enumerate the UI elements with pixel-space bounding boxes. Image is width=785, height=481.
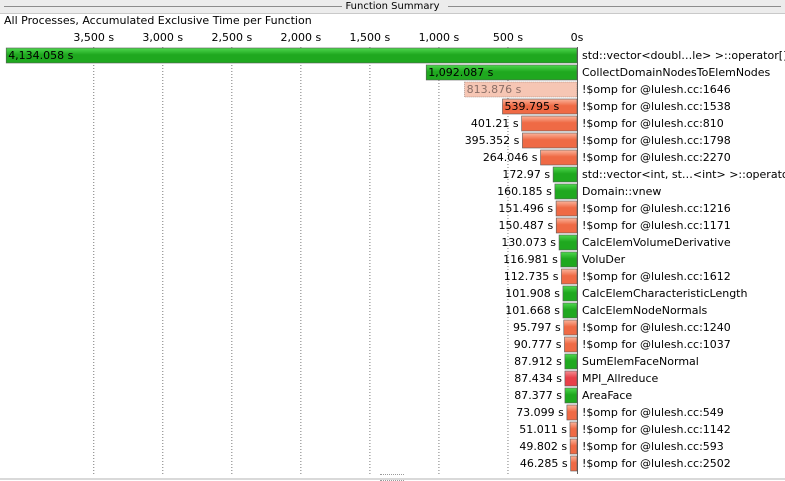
bar[interactable] xyxy=(464,81,578,98)
bar-value-label: 401.21 s xyxy=(471,117,519,130)
bar-value-label: 87.912 s xyxy=(514,355,562,368)
bar[interactable] xyxy=(502,98,578,115)
bar[interactable] xyxy=(564,387,578,404)
function-name-label[interactable]: !$omp for @lulesh.cc:810 xyxy=(582,117,724,130)
function-name-label[interactable]: AreaFace xyxy=(582,389,632,402)
bar-value-label: 1,092.087 s xyxy=(428,66,493,79)
function-name-label[interactable]: MPI_Allreduce xyxy=(582,372,659,385)
function-name-label[interactable]: !$omp for @lulesh.cc:1037 xyxy=(582,338,731,351)
function-name-label[interactable]: !$omp for @lulesh.cc:1171 xyxy=(582,219,731,232)
bar[interactable] xyxy=(564,370,578,387)
x-tick-label: 0s xyxy=(571,31,584,44)
bar-value-label: 130.073 s xyxy=(501,236,556,249)
function-name-label[interactable]: !$omp for @lulesh.cc:2502 xyxy=(582,457,731,470)
function-name-label[interactable]: CalcElemNodeNormals xyxy=(582,304,708,317)
bar[interactable] xyxy=(561,268,578,285)
bar-value-label: 264.046 s xyxy=(483,151,538,164)
function-name-label[interactable]: CollectDomainNodesToElemNodes xyxy=(582,66,771,79)
panel-title: Function Summary xyxy=(342,1,443,12)
bar[interactable] xyxy=(569,421,578,438)
bar-value-label: 73.099 s xyxy=(516,406,564,419)
bar[interactable] xyxy=(555,200,578,217)
bar-value-label: 101.908 s xyxy=(505,287,560,300)
bar[interactable] xyxy=(425,64,578,81)
function-name-label[interactable]: !$omp for @lulesh.cc:1612 xyxy=(582,270,731,283)
function-name-label[interactable]: !$omp for @lulesh.cc:2270 xyxy=(582,151,731,164)
bar[interactable] xyxy=(563,319,578,336)
bar-value-label: 395.352 s xyxy=(465,134,520,147)
bar-value-label: 160.185 s xyxy=(497,185,552,198)
function-name-label[interactable]: CalcElemCharacteristicLength xyxy=(582,287,747,300)
bar-value-label: 87.377 s xyxy=(514,389,562,402)
panel-header: Function Summary xyxy=(0,0,785,14)
bar[interactable] xyxy=(566,404,578,421)
function-name-label[interactable]: std::vector<int, st…<int> >::operator[] xyxy=(582,168,785,181)
bar-value-label: 151.496 s xyxy=(498,202,553,215)
x-tick-label: 1,000 s xyxy=(419,31,460,44)
bar-value-label: 49.802 s xyxy=(519,440,567,453)
x-tick-label: 2,500 s xyxy=(211,31,252,44)
bar[interactable] xyxy=(558,234,578,251)
bar[interactable] xyxy=(562,302,578,319)
function-name-label[interactable]: !$omp for @lulesh.cc:1646 xyxy=(582,83,731,96)
bar-value-label: 150.487 s xyxy=(499,219,554,232)
function-name-label[interactable]: !$omp for @lulesh.cc:549 xyxy=(582,406,724,419)
function-name-label[interactable]: !$omp for @lulesh.cc:593 xyxy=(582,440,724,453)
function-name-label[interactable]: !$omp for @lulesh.cc:1538 xyxy=(582,100,731,113)
function-name-label[interactable]: Domain::vnew xyxy=(582,185,661,198)
bar[interactable] xyxy=(540,149,578,166)
bar[interactable] xyxy=(564,353,578,370)
function-name-label[interactable]: !$omp for @lulesh.cc:1216 xyxy=(582,202,731,215)
bar[interactable] xyxy=(554,183,578,200)
function-name-label[interactable]: CalcElemVolumeDerivative xyxy=(582,236,731,249)
bar-value-label: 46.285 s xyxy=(520,457,568,470)
bar[interactable] xyxy=(564,336,578,353)
bar-value-label: 813.876 s xyxy=(467,83,522,96)
bar-value-label: 51.011 s xyxy=(519,423,567,436)
bar[interactable] xyxy=(522,132,578,149)
bar[interactable] xyxy=(555,217,578,234)
function-name-label[interactable]: std::vector<doubl…le> >::operator[] xyxy=(582,49,785,62)
bar-value-label: 116.981 s xyxy=(503,253,558,266)
panel-bottom-border xyxy=(0,478,785,480)
bar[interactable] xyxy=(521,115,578,132)
function-name-label[interactable]: VoluDer xyxy=(582,253,626,266)
bar[interactable] xyxy=(560,251,578,268)
bar-value-label: 101.668 s xyxy=(505,304,560,317)
header-rule-left xyxy=(4,6,356,7)
bar-value-label: 4,134.058 s xyxy=(8,49,73,62)
bar-value-label: 112.735 s xyxy=(504,270,559,283)
bar[interactable] xyxy=(570,455,578,472)
bar-value-label: 90.777 s xyxy=(514,338,562,351)
header-rule-right xyxy=(448,6,781,7)
x-tick-label: 1,500 s xyxy=(350,31,391,44)
bar-value-label: 172.97 s xyxy=(502,168,550,181)
chart-title: All Processes, Accumulated Exclusive Tim… xyxy=(4,14,312,27)
bar[interactable] xyxy=(569,438,578,455)
function-name-label[interactable]: SumElemFaceNormal xyxy=(582,355,699,368)
function-name-label[interactable]: !$omp for @lulesh.cc:1798 xyxy=(582,134,731,147)
x-tick-label: 3,500 s xyxy=(73,31,114,44)
x-tick-label: 500 s xyxy=(493,31,523,44)
bar-value-label: 87.434 s xyxy=(514,372,562,385)
bar[interactable] xyxy=(5,47,578,64)
bar[interactable] xyxy=(552,166,578,183)
function-name-label[interactable]: !$omp for @lulesh.cc:1240 xyxy=(582,321,731,334)
bar-value-label: 539.795 s xyxy=(504,100,559,113)
x-tick-label: 2,000 s xyxy=(280,31,321,44)
bar[interactable] xyxy=(562,285,578,302)
x-tick-label: 3,000 s xyxy=(142,31,183,44)
function-name-label[interactable]: !$omp for @lulesh.cc:1142 xyxy=(582,423,731,436)
bar-value-label: 95.797 s xyxy=(513,321,561,334)
